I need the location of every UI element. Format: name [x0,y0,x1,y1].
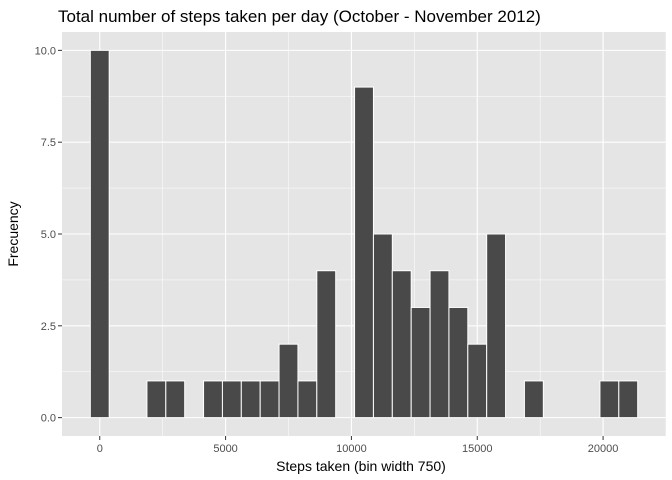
x-tick-label: 20000 [588,443,619,455]
x-axis-ticks: 0 5000 10000 15000 20000 [97,436,619,455]
y-tick-label: 2.5 [41,321,56,333]
x-tick-label: 10000 [336,443,367,455]
histogram-bar [221,380,242,419]
histogram-bar [429,270,450,419]
histogram-bar [599,380,620,419]
y-tick-label: 10.0 [35,45,56,57]
y-tick-label: 0.0 [41,413,56,425]
x-tick-label: 0 [97,443,103,455]
y-tick-label: 5.0 [41,229,56,241]
histogram-bar [410,306,431,419]
x-tick-label: 15000 [462,443,493,455]
histogram-bar [618,380,639,419]
histogram-bar [372,233,393,419]
histogram-bar [240,380,261,419]
histogram-bar [278,343,299,419]
y-tick-label: 7.5 [41,137,56,149]
histogram-bar [203,380,223,419]
histogram-bar [467,343,488,419]
y-axis-ticks: 0.0 2.5 5.0 7.5 10.0 [35,45,62,425]
histogram-bar [486,233,507,419]
histogram-bar [259,380,280,419]
histogram-bar [89,49,110,419]
y-axis-title: Frecuency [5,201,21,266]
histogram-bar [165,380,186,419]
x-axis-title: Steps taken (bin width 750) [276,458,446,474]
histogram-bars [89,49,639,419]
histogram-bar [523,380,544,419]
histogram-bar [146,380,167,419]
histogram-bar [316,270,337,419]
x-tick-label: 5000 [213,443,237,455]
histogram-bar [354,86,374,419]
chart-title: Total number of steps taken per day (Oct… [58,7,541,26]
histogram-bar [448,306,469,419]
histogram-bar [297,380,318,419]
histogram-bar [391,270,412,419]
